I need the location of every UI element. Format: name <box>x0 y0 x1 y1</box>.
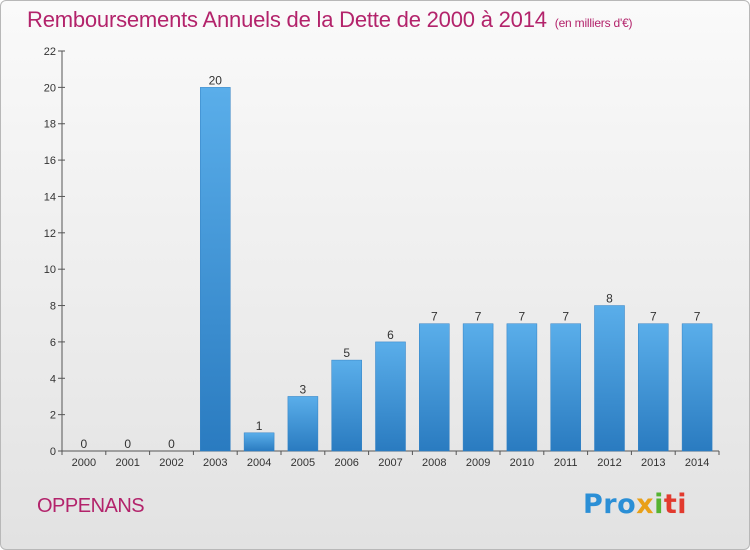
x-tick-label: 2002 <box>159 457 183 469</box>
y-tick-label: 6 <box>50 337 56 349</box>
bar <box>638 323 669 452</box>
x-tick-label: 2008 <box>422 457 446 469</box>
bar <box>375 341 406 452</box>
y-tick-label: 2 <box>50 410 56 422</box>
y-tick-label: 0 <box>50 446 56 458</box>
y-tick-label: 4 <box>50 373 56 385</box>
data-label: 3 <box>300 382 307 396</box>
x-tick-label: 2000 <box>72 457 96 469</box>
data-label: 7 <box>475 310 482 324</box>
y-tick-label: 20 <box>44 82 56 94</box>
y-tick-label: 14 <box>44 191 56 203</box>
x-tick-label: 2005 <box>291 457 315 469</box>
data-label: 0 <box>168 437 175 451</box>
x-tick-label: 2012 <box>597 457 621 469</box>
bar <box>243 432 275 452</box>
y-tick-label: 12 <box>44 228 56 240</box>
chart-title: Remboursements Annuels de la Dette de 20… <box>27 7 633 33</box>
x-tick-label: 2009 <box>466 457 490 469</box>
bar <box>506 323 538 452</box>
data-label: 7 <box>650 310 657 324</box>
data-label: 7 <box>519 310 526 324</box>
bar <box>200 87 231 452</box>
proxiti-logo: Proxiti <box>583 489 687 520</box>
x-tick-label: 2001 <box>115 457 139 469</box>
logo-part-4: ti <box>663 489 688 520</box>
logo-part-1: Pro <box>583 489 637 520</box>
x-tick-label: 2007 <box>378 457 402 469</box>
x-tick-label: 2011 <box>554 457 578 469</box>
bar <box>462 323 494 452</box>
x-tick-label: 2010 <box>510 457 534 469</box>
data-label: 20 <box>209 73 223 87</box>
data-label: 5 <box>343 346 350 360</box>
x-tick-label: 2014 <box>685 457 709 469</box>
bar <box>287 396 319 452</box>
y-tick-label: 8 <box>50 301 56 313</box>
data-label: 7 <box>431 310 438 324</box>
bar <box>681 323 713 452</box>
x-tick-label: 2004 <box>247 457 271 469</box>
data-label: 1 <box>256 419 263 433</box>
y-tick-label: 22 <box>44 46 56 58</box>
bar <box>594 305 625 452</box>
x-tick-label: 2013 <box>641 457 665 469</box>
y-tick-label: 16 <box>44 155 56 167</box>
chart-title-text: Remboursements Annuels de la Dette de 20… <box>27 7 547 32</box>
bar <box>331 359 362 452</box>
y-tick-label: 18 <box>44 119 56 131</box>
logo-part-3: i <box>654 489 664 520</box>
data-label: 8 <box>606 292 613 306</box>
commune-name: OPPENANS <box>37 495 145 517</box>
x-tick-label: 2003 <box>203 457 227 469</box>
chart-subtitle: (en milliers d'€) <box>554 16 633 30</box>
logo-part-2: x <box>636 489 655 520</box>
bar <box>419 323 450 452</box>
data-label: 0 <box>124 437 131 451</box>
data-label: 6 <box>387 328 394 342</box>
data-label: 0 <box>81 437 88 451</box>
data-label: 7 <box>694 310 701 324</box>
x-tick-label: 2006 <box>334 457 358 469</box>
bar <box>550 323 581 452</box>
data-label: 7 <box>562 310 569 324</box>
y-tick-label: 10 <box>44 264 56 276</box>
